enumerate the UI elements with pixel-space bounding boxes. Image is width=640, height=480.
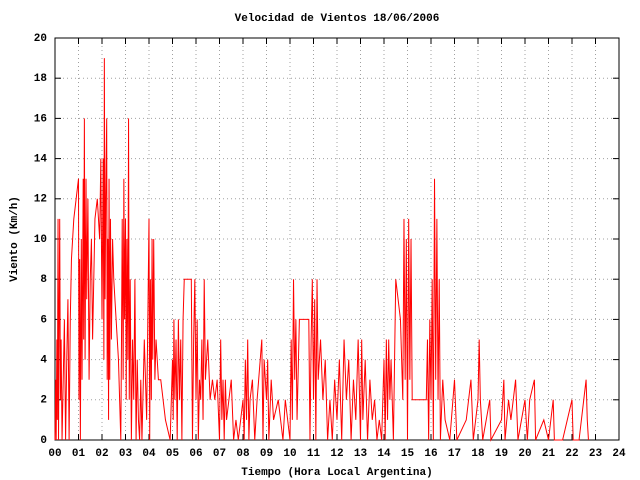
x-tick-label: 02 (95, 448, 108, 460)
y-tick-label: 20 (34, 33, 47, 45)
x-tick-label: 21 (542, 448, 556, 460)
x-tick-label: 10 (283, 448, 296, 460)
x-tick-label: 20 (518, 448, 531, 460)
y-axis-label: Viento (Km/h) (9, 196, 21, 282)
x-tick-label: 11 (307, 448, 321, 460)
x-tick-label: 08 (236, 448, 250, 460)
x-tick-label: 16 (424, 448, 437, 460)
x-tick-label: 23 (589, 448, 603, 460)
x-tick-label: 00 (48, 448, 61, 460)
x-tick-label: 09 (260, 448, 273, 460)
y-tick-label: 8 (40, 274, 47, 286)
x-tick-label: 14 (377, 448, 391, 460)
y-tick-label: 6 (40, 314, 47, 326)
x-tick-label: 01 (72, 448, 86, 460)
x-tick-label: 05 (166, 448, 180, 460)
x-tick-label: 12 (330, 448, 343, 460)
x-tick-label: 07 (213, 448, 226, 460)
x-axis-label: Tiempo (Hora Local Argentina) (241, 467, 432, 479)
x-tick-label: 24 (612, 448, 626, 460)
x-tick-label: 15 (401, 448, 415, 460)
x-tick-label: 06 (189, 448, 202, 460)
y-tick-label: 10 (34, 234, 47, 246)
x-tick-label: 04 (142, 448, 156, 460)
plot-frame (54, 37, 620, 441)
x-tick-label: 03 (119, 448, 133, 460)
y-tick-label: 0 (40, 435, 47, 447)
x-tick-label: 13 (354, 448, 368, 460)
x-tick-label: 17 (448, 448, 461, 460)
y-tick-label: 16 (34, 113, 47, 125)
y-tick-label: 2 (40, 395, 47, 407)
data-line (54, 58, 589, 442)
y-tick-label: 14 (34, 154, 48, 166)
y-tick-label: 18 (34, 73, 48, 85)
chart-title: Velocidad de Vientos 18/06/2006 (235, 13, 440, 25)
y-tick-label: 4 (40, 355, 47, 367)
y-tick-label: 12 (34, 194, 47, 206)
x-tick-label: 19 (495, 448, 508, 460)
x-tick-label: 18 (471, 448, 485, 460)
x-tick-label: 22 (565, 448, 578, 460)
